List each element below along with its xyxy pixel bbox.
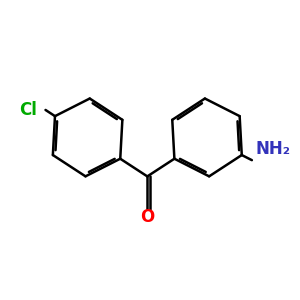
Text: O: O [140, 208, 154, 226]
Text: NH₂: NH₂ [255, 140, 290, 158]
Text: Cl: Cl [19, 101, 37, 119]
